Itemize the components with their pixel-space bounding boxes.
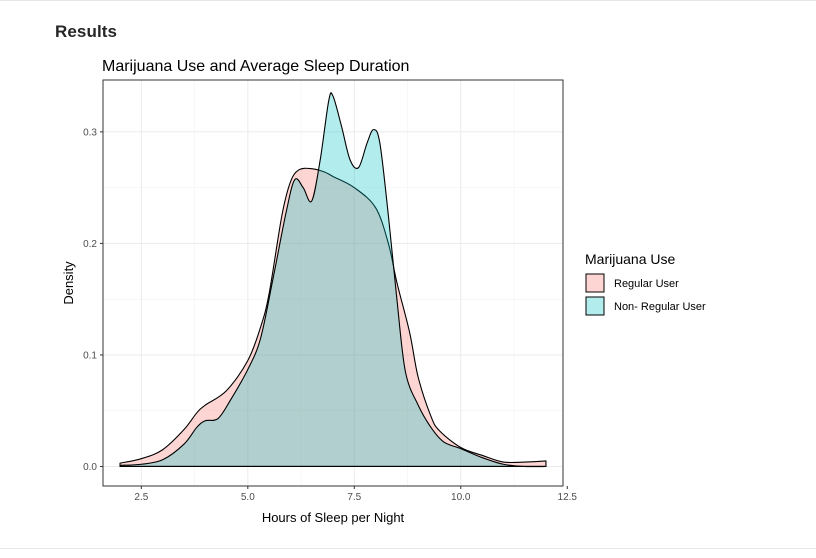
y-tick-label: 0.3 xyxy=(83,127,97,138)
x-tick-label: 5.0 xyxy=(241,492,255,503)
top-divider xyxy=(0,0,816,1)
legend-label: Regular User xyxy=(614,278,679,290)
panel-background xyxy=(103,80,563,486)
chart-title: Marijuana Use and Average Sleep Duration xyxy=(102,58,409,75)
x-axis-title: Hours of Sleep per Night xyxy=(262,510,405,525)
legend: Marijuana Use Regular User Non- Regular U… xyxy=(585,251,706,316)
y-axis-title: Density xyxy=(61,261,76,305)
density-area-non-regular-user xyxy=(119,92,547,468)
bottom-divider xyxy=(0,548,816,549)
legend-title: Marijuana Use xyxy=(585,251,675,267)
panel-border xyxy=(102,79,564,487)
legend-key-background xyxy=(585,296,605,316)
y-tick-label: 0.2 xyxy=(83,239,97,250)
legend-label: Non- Regular User xyxy=(614,301,706,313)
x-tick-label: 10.0 xyxy=(451,492,471,503)
legend-key-background xyxy=(585,273,605,293)
legend-key-non-regular-user xyxy=(585,296,605,316)
x-tick-label: 2.5 xyxy=(134,492,148,503)
legend-key-regular-user xyxy=(585,273,605,293)
y-tick-label: 0.1 xyxy=(83,350,97,361)
y-tick-label: 0.0 xyxy=(83,462,97,473)
x-tick-label: 12.5 xyxy=(558,492,578,503)
section-heading: Results xyxy=(55,22,118,41)
plot-panel: 2.5 5.0 7.5 10.0 12.5 0.0 0.1 0.2 0.3 xyxy=(83,79,578,503)
density-area-regular-user xyxy=(119,167,547,468)
x-tick-label: 7.5 xyxy=(347,492,361,503)
